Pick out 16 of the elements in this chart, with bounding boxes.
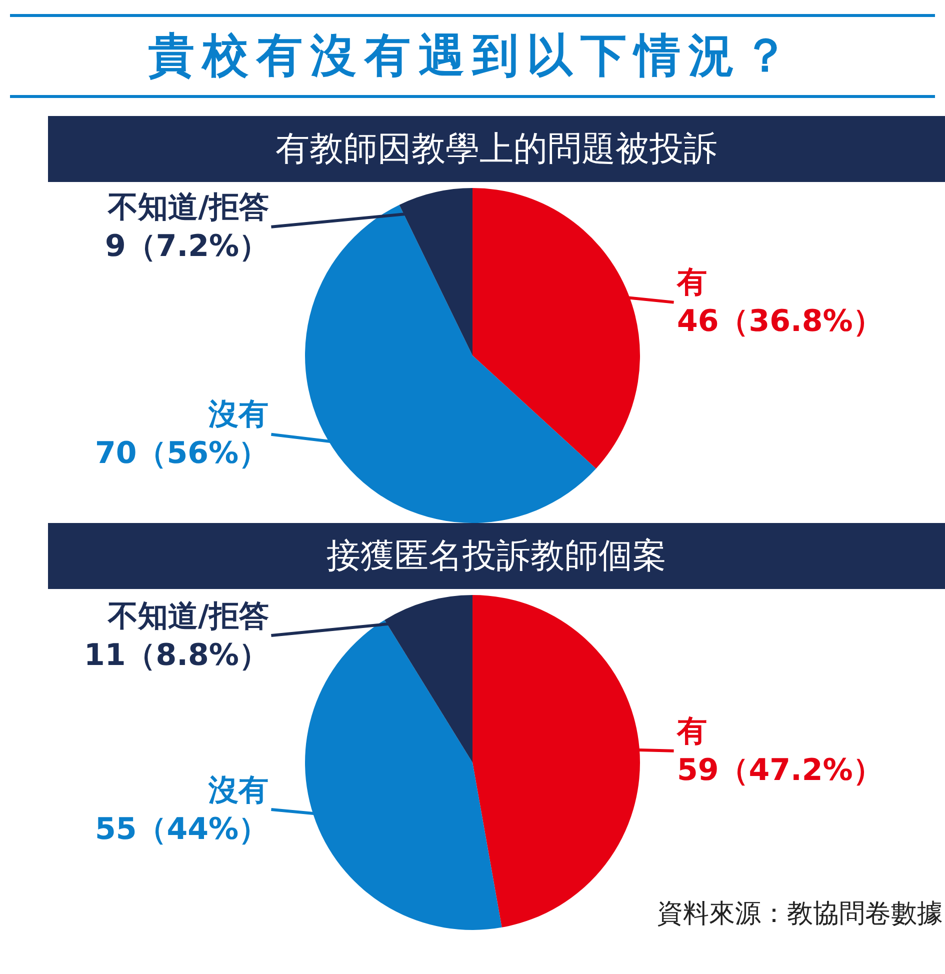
data-label: 11（8.8%） [84,638,269,673]
chart-title: 貴校有沒有遇到以下情況？ [10,14,935,98]
slice-label: 沒有 [208,773,269,808]
chart-title: 接獲匿名投訴教師個案 [48,523,945,589]
slice-label: 有 [676,265,707,300]
chart-subtitle: 有教師因教學上的問題被投訴 [48,116,945,182]
source-note: 資料來源：教協問卷數據 [657,899,943,928]
slice-label: 不知道/拒答 [107,190,270,225]
slice-label: 有 [676,714,707,749]
data-label: 70（56%） [95,436,269,471]
slice-label: 不知道/拒答 [106,599,269,634]
data-label: 9（7.2%） [105,229,270,264]
data-label: 46（36.8%） [677,304,883,339]
data-label: 55（44%） [95,812,269,847]
data-label: 59（47.2%） [677,753,883,788]
slice-label: 沒有 [208,397,269,432]
